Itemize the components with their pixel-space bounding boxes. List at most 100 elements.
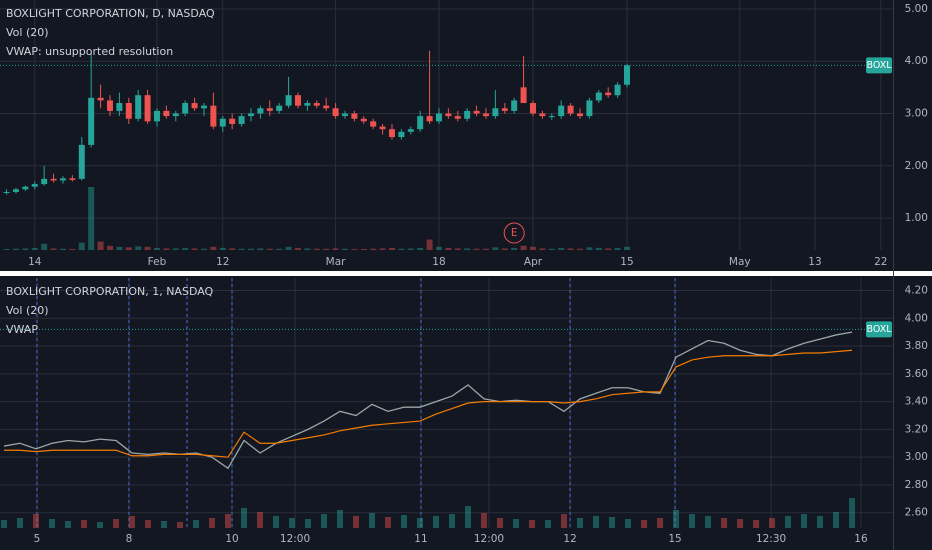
x-tick-label: 14 — [28, 256, 42, 268]
volume-bar — [210, 246, 217, 250]
volume-bar — [163, 248, 170, 250]
candle-body — [426, 116, 433, 122]
candle-body — [88, 97, 95, 145]
volume-bar — [849, 498, 856, 528]
volume-bar — [1, 520, 8, 528]
volume-bar — [41, 243, 48, 250]
x-tick-label: 5 — [34, 533, 41, 545]
volume-bar — [435, 246, 442, 250]
x-tick-label: 12 — [216, 256, 229, 268]
series-line — [4, 349, 853, 458]
volume-bar — [426, 239, 433, 250]
candle-body — [97, 97, 104, 101]
last-price-tag — [866, 321, 892, 338]
volume-bar — [492, 247, 499, 250]
volume-bar — [50, 248, 57, 250]
candle-body — [59, 178, 66, 181]
volume-bar — [266, 248, 273, 250]
volume-bar — [614, 247, 621, 250]
volume-bar — [191, 248, 198, 250]
volume-bar — [689, 514, 696, 528]
candle-body — [379, 126, 386, 130]
volume-bar — [113, 519, 120, 528]
volume-bar — [323, 248, 330, 250]
candle-body — [511, 100, 518, 111]
candle-body — [31, 184, 38, 187]
volume-bar — [3, 248, 10, 250]
candle-body — [172, 113, 179, 117]
volume-bar — [229, 248, 236, 250]
volume-bar — [341, 248, 348, 250]
y-tick-label: 4.20 — [905, 285, 928, 297]
x-tick-label: 16 — [854, 533, 868, 545]
volume-bar — [177, 522, 184, 528]
volume-bar — [257, 512, 264, 528]
volume-bar — [593, 516, 600, 528]
volume-bar — [193, 520, 200, 528]
y-tick-label: 2.60 — [905, 507, 928, 519]
volume-bar — [17, 518, 24, 528]
volume-bar — [623, 246, 630, 250]
volume-bar — [182, 247, 189, 250]
volume-bar — [78, 242, 85, 250]
volume-bar — [398, 248, 405, 250]
candle-body — [360, 118, 367, 122]
volume-bar — [172, 248, 179, 250]
volume-bar — [379, 248, 386, 250]
candle-body — [341, 113, 348, 117]
volume-bar — [657, 518, 664, 528]
volume-bar — [673, 510, 680, 528]
volume-bar — [369, 513, 376, 528]
candle-body — [323, 105, 330, 109]
x-tick-label: 15 — [668, 533, 681, 545]
candle-body — [388, 129, 395, 138]
volume-bar — [125, 247, 132, 250]
candle-body — [492, 108, 499, 117]
pane-separator — [0, 271, 932, 276]
volume-bar — [388, 247, 395, 250]
volume-bar — [561, 514, 568, 528]
candle-body — [332, 108, 339, 117]
candle-body — [153, 110, 160, 122]
volume-bar — [238, 248, 245, 250]
volume-bar — [721, 518, 728, 528]
volume-bar — [385, 517, 392, 528]
candle-body — [219, 118, 226, 127]
y-tick-label: 2.80 — [905, 479, 928, 491]
candle-body — [520, 87, 527, 104]
volume-bar — [449, 514, 456, 528]
volume-bar — [501, 248, 508, 250]
candle-body — [69, 178, 76, 180]
volume-bar — [304, 248, 311, 250]
legend-line: VWAP — [6, 323, 38, 336]
volume-bar — [785, 516, 792, 528]
volume-bar — [737, 519, 744, 528]
volume-bar — [69, 248, 76, 250]
volume-bar — [161, 521, 168, 528]
y-tick-label: 3.00 — [905, 107, 928, 119]
volume-bar — [625, 519, 632, 528]
volume-bar — [65, 521, 72, 528]
volume-bar — [33, 514, 40, 528]
last-price-tag-label: BOXL — [866, 324, 892, 335]
volume-bar — [465, 506, 472, 528]
volume-bar — [337, 510, 344, 528]
candle-body — [135, 95, 142, 119]
candle-body — [454, 116, 461, 119]
y-tick-label: 3.40 — [905, 396, 928, 408]
x-tick-label: 15 — [620, 256, 633, 268]
y-tick-label: 3.00 — [905, 451, 928, 463]
candle-body — [539, 113, 546, 117]
legend-line: Vol (20) — [6, 304, 49, 317]
volume-bar — [511, 247, 518, 250]
candle-body — [116, 103, 123, 111]
x-tick-label: 12:00 — [474, 533, 504, 545]
volume-bar — [276, 248, 283, 250]
volume-bar — [351, 248, 358, 250]
volume-bar — [225, 514, 232, 528]
volume-bar — [88, 187, 95, 250]
x-tick-label: 11 — [414, 533, 427, 545]
volume-bar — [353, 516, 360, 528]
x-tick-label: 8 — [126, 533, 133, 545]
volume-bar — [49, 519, 56, 528]
